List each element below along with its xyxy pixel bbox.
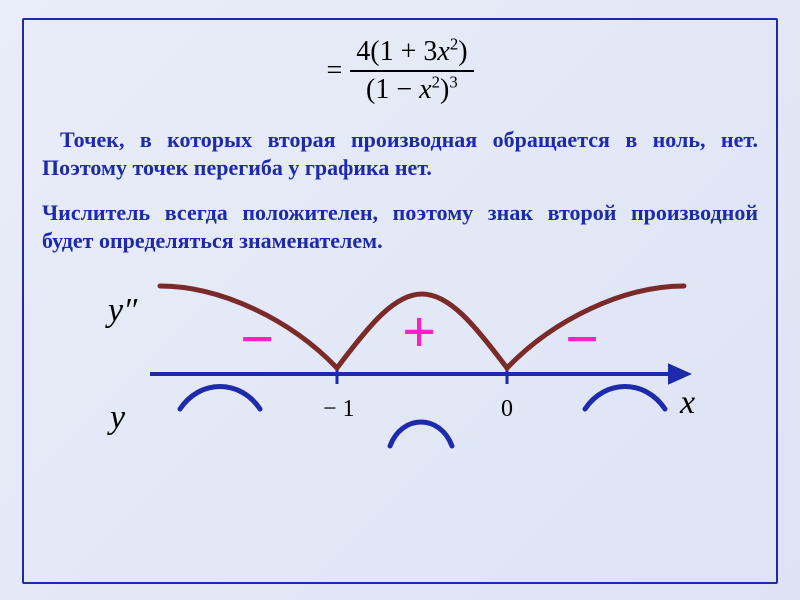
sign-minus-0: − (240, 309, 274, 369)
sign-plus: + (402, 302, 436, 362)
tick-label-1: 0 (501, 396, 513, 423)
label-x: x (680, 384, 695, 422)
diagram-labels-layer: y″ y x − + − − 1 0 (40, 264, 760, 474)
fraction-numerator: 4(1 + 3x2) (350, 36, 473, 72)
sign-diagram: y″ y x − + − − 1 0 (40, 264, 760, 474)
label-y-double-prime: y″ (108, 292, 137, 330)
tick-label-0: − 1 (323, 396, 355, 423)
sign-minus-2: − (565, 309, 599, 369)
fraction: 4(1 + 3x2) (1 − x2)3 (350, 36, 473, 106)
label-y: y (110, 399, 125, 437)
fraction-denominator: (1 − x2)3 (360, 72, 464, 106)
